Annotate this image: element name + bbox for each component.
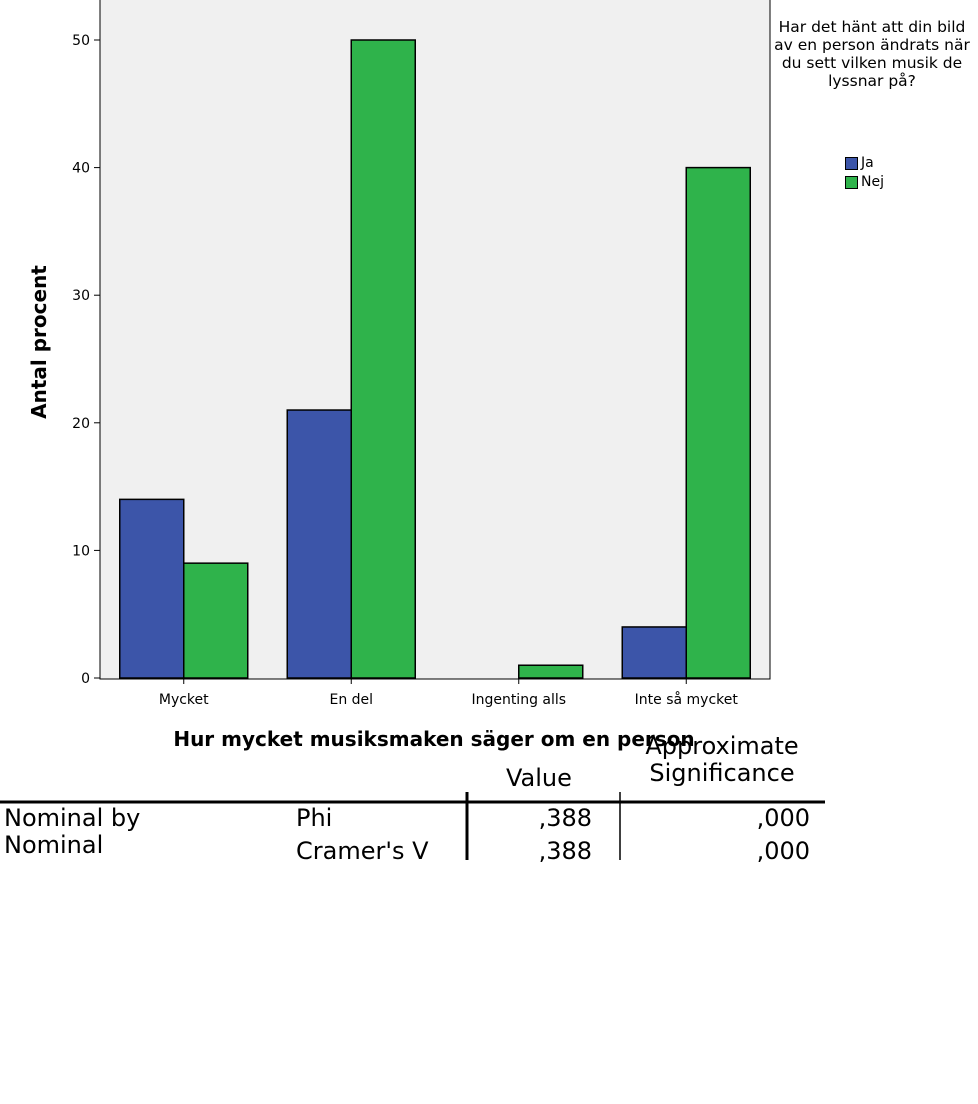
y-tick-label: 50	[72, 33, 90, 49]
row-value-cramers-v: ,388	[538, 837, 592, 865]
bar-ja-1	[286, 409, 352, 679]
x-tick-label: Ingenting alls	[471, 692, 566, 708]
x-axis-label: Hur mycket musiksmaken säger om en perso…	[173, 727, 694, 751]
y-tick-label: 10	[72, 543, 90, 559]
y-tick-label: 40	[72, 161, 90, 177]
x-tick-label: Mycket	[159, 692, 209, 708]
y-axis: 0 10 20 30 40 50	[72, 33, 100, 687]
x-axis: Mycket En del Ingenting alls Inte så mycket	[159, 678, 739, 708]
x-tick-label: Inte så mycket	[635, 691, 739, 708]
row-group-label: Nominal by Nominal	[4, 804, 141, 859]
y-tick-label: 30	[72, 288, 90, 304]
row-label-phi: Phi	[296, 804, 333, 832]
x-tick-label: En del	[329, 692, 373, 708]
bar-ja-3	[621, 626, 687, 679]
legend-item-nej: Nej	[845, 173, 884, 192]
bar-chart: 0 10 20 30 40 50 Mycket En del Ingenting alls In…	[27, 0, 771, 751]
y-tick-label: 0	[81, 671, 90, 687]
legend: Ja Nej	[845, 154, 884, 192]
legend-swatch-ja	[845, 157, 858, 170]
legend-title: Har det hänt att din bild av en person ä…	[774, 18, 970, 90]
legend-swatch-nej	[845, 176, 858, 189]
bar-nej-2	[518, 664, 584, 679]
row-sig-cramers-v: ,000	[756, 837, 810, 865]
legend-item-ja: Ja	[845, 154, 884, 173]
row-sig-phi: ,000	[756, 804, 810, 832]
y-tick-label: 20	[72, 416, 90, 432]
header-value: Value	[506, 764, 572, 792]
y-axis-label: Antal procent	[27, 265, 51, 419]
legend-label-nej: Nej	[861, 174, 884, 190]
bar-nej-3	[685, 166, 751, 679]
row-value-phi: ,388	[538, 804, 592, 832]
legend-label-ja: Ja	[861, 155, 874, 171]
bar-nej-0	[183, 562, 249, 679]
bars-group	[119, 39, 751, 679]
bar-nej-1	[350, 39, 416, 679]
row-label-cramers-v: Cramer's V	[296, 837, 429, 865]
bar-ja-0	[119, 498, 185, 679]
